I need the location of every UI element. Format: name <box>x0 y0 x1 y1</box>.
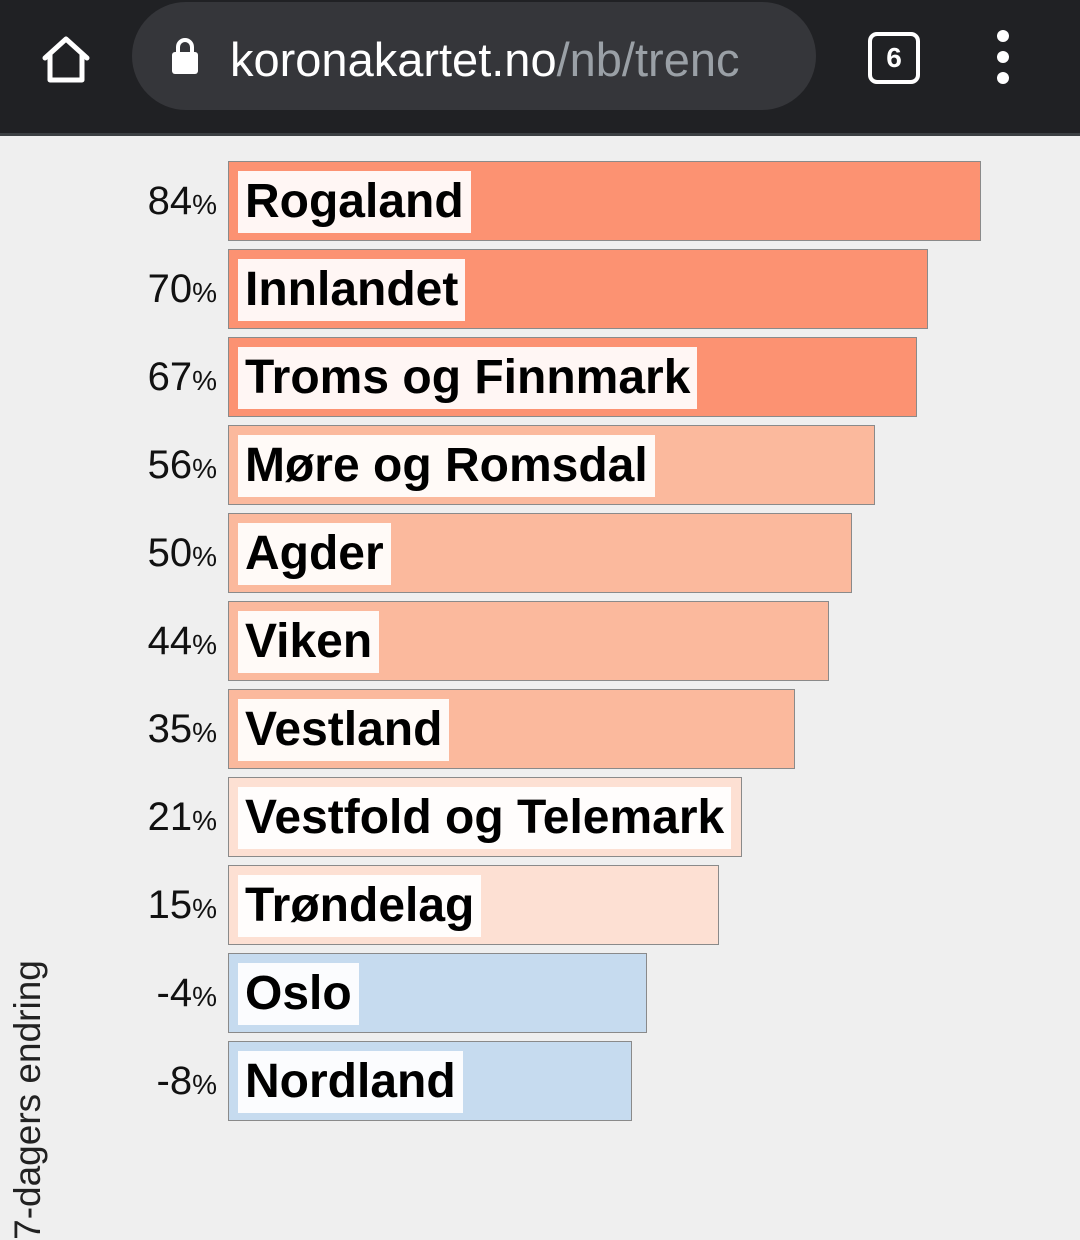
value-unit: % <box>192 805 217 836</box>
category-label: Innlandet <box>238 259 466 321</box>
value-number: 21 <box>147 795 193 839</box>
tab-count: 6 <box>886 42 902 73</box>
value-label: -8% <box>100 1055 217 1107</box>
bar-row: -4% Oslo <box>0 953 1080 1035</box>
bar-row: 21% Vestfold og Telemark <box>0 777 1080 859</box>
category-label: Vestfold og Telemark <box>238 787 732 849</box>
tab-switcher-button[interactable]: 6 <box>868 32 920 84</box>
value-label: 21% <box>100 791 217 843</box>
bar-row: 84% Rogaland <box>0 161 1080 243</box>
category-label: Troms og Finnmark <box>238 347 698 409</box>
lock-icon <box>172 38 198 74</box>
value-number: 35 <box>147 707 193 751</box>
value-number: 15 <box>147 883 193 927</box>
address-bar[interactable]: koronakartet.no/nb/trenc <box>132 2 816 110</box>
category-label: Rogaland <box>238 171 471 233</box>
value-label: 15% <box>100 879 217 931</box>
value-label: 35% <box>100 703 217 755</box>
value-number: 67 <box>147 355 193 399</box>
home-button[interactable] <box>30 24 102 96</box>
bar-row: 67% Troms og Finnmark <box>0 337 1080 419</box>
bar-row: -8% Nordland <box>0 1041 1080 1123</box>
value-number: 56 <box>147 443 193 487</box>
value-label: 84% <box>100 175 217 227</box>
value-unit: % <box>192 365 217 396</box>
value-label: 67% <box>100 351 217 403</box>
url-path: /nb/trenc <box>556 33 740 86</box>
value-label: 44% <box>100 615 217 667</box>
category-label: Vestland <box>238 699 450 761</box>
bar-row: 56% Møre og Romsdal <box>0 425 1080 507</box>
more-vert-icon[interactable] <box>985 30 1021 84</box>
value-number: 84 <box>147 179 193 223</box>
value-unit: % <box>192 629 217 660</box>
value-unit: % <box>192 1069 217 1100</box>
category-label: Agder <box>238 523 391 585</box>
bar-row: 70% Innlandet <box>0 249 1080 331</box>
category-label: Viken <box>238 611 380 673</box>
bar-row: 50% Agder <box>0 513 1080 595</box>
value-number: -4 <box>156 971 193 1015</box>
value-unit: % <box>192 189 217 220</box>
value-unit: % <box>192 717 217 748</box>
home-icon <box>42 36 90 83</box>
browser-toolbar: koronakartet.no/nb/trenc 6 <box>0 0 1080 133</box>
category-label: Nordland <box>238 1051 463 1113</box>
value-number: 44 <box>147 619 193 663</box>
bar-chart: 7-dagers endring 84% Rogaland 70% Innlandet… <box>0 136 1080 1240</box>
url-text: koronakartet.no/nb/trenc <box>230 30 795 90</box>
value-number: 70 <box>147 267 193 311</box>
value-unit: % <box>192 981 217 1012</box>
toolbar-divider <box>0 133 1080 136</box>
value-number: 50 <box>147 531 193 575</box>
value-label: -4% <box>100 967 217 1019</box>
category-label: Oslo <box>238 963 359 1025</box>
value-label: 50% <box>100 527 217 579</box>
url-host: koronakartet.no <box>230 33 557 86</box>
value-label: 56% <box>100 439 217 491</box>
value-unit: % <box>192 453 217 484</box>
category-label: Trøndelag <box>238 875 482 937</box>
value-unit: % <box>192 893 217 924</box>
value-label: 70% <box>100 263 217 315</box>
bar-row: 44% Viken <box>0 601 1080 683</box>
value-number: -8 <box>156 1059 193 1103</box>
bar-row: 35% Vestland <box>0 689 1080 771</box>
value-unit: % <box>192 277 217 308</box>
category-label: Møre og Romsdal <box>238 435 655 497</box>
value-unit: % <box>192 541 217 572</box>
bar-row: 15% Trøndelag <box>0 865 1080 947</box>
